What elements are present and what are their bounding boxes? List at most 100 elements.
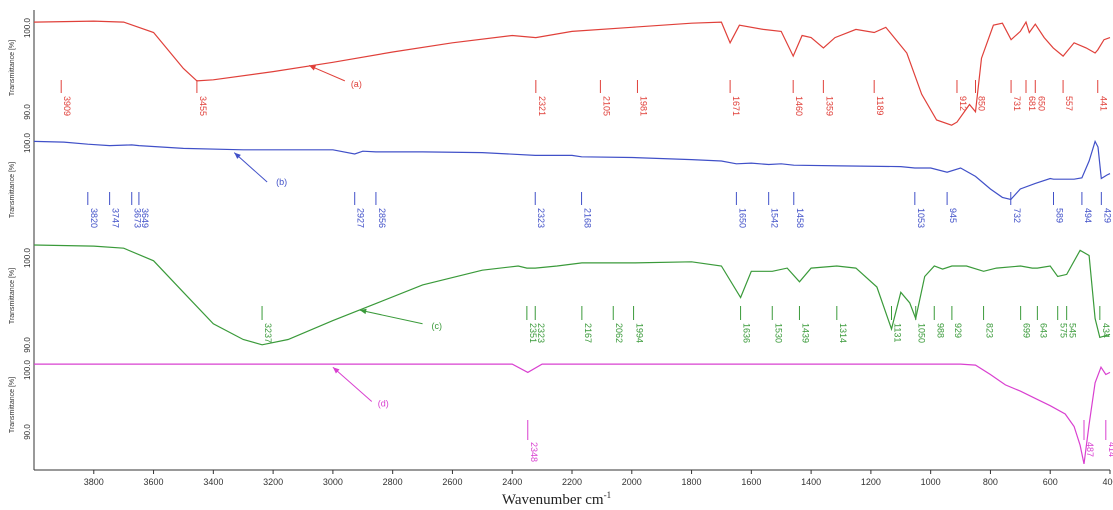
peak-label: 650: [1036, 96, 1046, 111]
x-tick-label: 2000: [622, 477, 642, 487]
peak-label: 1460: [794, 96, 804, 116]
peak-label: 1542: [770, 208, 780, 228]
x-tick-label: 1400: [801, 477, 821, 487]
y-tick-label: 100.0: [23, 132, 32, 153]
x-axis: 3800 3600 3400 3200 3000 2800 2600 2400 2200 2000…: [84, 470, 1113, 487]
spectrum-line: [34, 363, 1111, 465]
spectrum-line: [33, 139, 1111, 201]
x-tick-label: 800: [983, 477, 998, 487]
peak-label: 1050: [917, 323, 927, 343]
spectrum-line: [33, 20, 1111, 126]
series-arrow: [359, 309, 423, 325]
peak-label: 1650: [737, 208, 747, 228]
peak-label: 2351: [528, 323, 538, 343]
series-arrow-head: [308, 65, 316, 71]
x-tick-label: 3000: [323, 477, 343, 487]
peak-label: 2856: [377, 208, 387, 228]
peak-label: 681: [1027, 96, 1037, 111]
peak-label: 414: [1107, 442, 1113, 457]
series-tag: (d): [378, 399, 389, 409]
peak-label: 1359: [824, 96, 834, 116]
peak-label: 2167: [583, 323, 593, 343]
peak-label: 1189: [875, 96, 885, 115]
peak-label: 1053: [916, 208, 926, 228]
peak-label: 823: [985, 323, 995, 338]
spectrum-line: [33, 244, 1111, 346]
x-tick-label: 2200: [562, 477, 582, 487]
peak-label: 2927: [356, 208, 366, 228]
peak-label: 1530: [773, 323, 783, 343]
x-tick-label: 3800: [84, 477, 104, 487]
series-tag: (c): [432, 321, 443, 331]
y-axis-title: Transmittance [%]: [9, 377, 16, 433]
peak-label: 589: [1055, 208, 1065, 223]
x-axis-title: Wavenumber cm-1: [0, 490, 1113, 509]
peak-label: 1994: [635, 323, 645, 343]
spectrum-panel: 100.0 90.0 Transmittance [%] 2348 487 414 (d): [9, 359, 1113, 465]
x-tick-label: 400: [1102, 477, 1113, 487]
peak-label: 732: [1012, 208, 1022, 223]
series-arrow-head: [359, 308, 367, 315]
peak-label: 988: [935, 323, 945, 338]
peak-label: 1636: [742, 323, 752, 343]
peak-label: 643: [1038, 323, 1048, 338]
x-tick-label: 1200: [861, 477, 881, 487]
x-tick-label: 3400: [203, 477, 223, 487]
peak-label: 3649: [140, 208, 150, 228]
y-tick-label: 100.0: [23, 17, 32, 38]
series-tag: (a): [351, 79, 362, 89]
x-tick-label: 600: [1043, 477, 1058, 487]
y-tick-label: 90.0: [23, 104, 32, 120]
x-tick-label: 1800: [682, 477, 702, 487]
peak-label: 1439: [800, 323, 810, 343]
peak-label: 3237: [263, 323, 273, 343]
x-tick-label: 1600: [741, 477, 761, 487]
x-tick-label: 1000: [921, 477, 941, 487]
x-tick-label: 2800: [383, 477, 403, 487]
peak-label: 929: [953, 323, 963, 338]
y-axis-title: Transmittance [%]: [9, 40, 16, 96]
peak-label: 3909: [62, 96, 72, 116]
x-tick-label: 3200: [263, 477, 283, 487]
peak-label: 3820: [89, 208, 99, 228]
peak-label: 3747: [111, 208, 121, 228]
peak-label: 2168: [583, 208, 593, 228]
ftir-chart: 100.0 90.0 Transmittance [%] 3909 3455 2321 21…: [9, 10, 1113, 487]
peak-label: 575: [1059, 323, 1069, 338]
spectra-panels: 100.0 90.0 Transmittance [%] 3909 3455 2321 21…: [9, 17, 1113, 465]
peak-label: 2323: [536, 208, 546, 228]
peak-label: 1981: [638, 96, 648, 116]
series-tag: (b): [276, 177, 287, 187]
y-axis-title: Transmittance [%]: [9, 162, 16, 218]
y-tick-label: 100.0: [23, 359, 32, 380]
x-axis-title-superscript: -1: [603, 490, 612, 500]
series-arrow: [233, 152, 268, 183]
y-axis-title: Transmittance [%]: [9, 268, 16, 324]
peak-label: 3673: [133, 208, 143, 228]
series-arrow: [308, 64, 346, 82]
peak-label: 731: [1012, 96, 1022, 111]
peak-label: 2321: [537, 96, 547, 116]
peak-label: 912: [958, 96, 968, 111]
peak-label: 487: [1085, 442, 1095, 457]
y-tick-label: 90.0: [23, 424, 32, 440]
x-tick-label: 2600: [442, 477, 462, 487]
peak-label: 3455: [198, 96, 208, 116]
peak-label: 545: [1068, 323, 1078, 338]
x-tick-label: 2400: [502, 477, 522, 487]
peak-label: 557: [1064, 96, 1074, 111]
peak-label: 1314: [838, 323, 848, 343]
spectrum-panel: 100.0 90.0 Transmittance [%] 3909 3455 2321 21…: [9, 17, 1111, 126]
series-arrow: [332, 366, 373, 402]
peak-label: 1131: [893, 323, 903, 342]
x-axis-title-text: Wavenumber cm: [501, 492, 604, 508]
peak-label: 441: [1099, 96, 1109, 111]
y-tick-label: 100.0: [23, 247, 32, 268]
peak-label: 699: [1022, 323, 1032, 338]
peak-label: 494: [1083, 208, 1093, 223]
series-arrow-head: [234, 152, 241, 159]
peak-label: 2062: [614, 323, 624, 343]
y-tick-label: 90.0: [23, 337, 32, 353]
series-arrow-head: [332, 367, 340, 374]
